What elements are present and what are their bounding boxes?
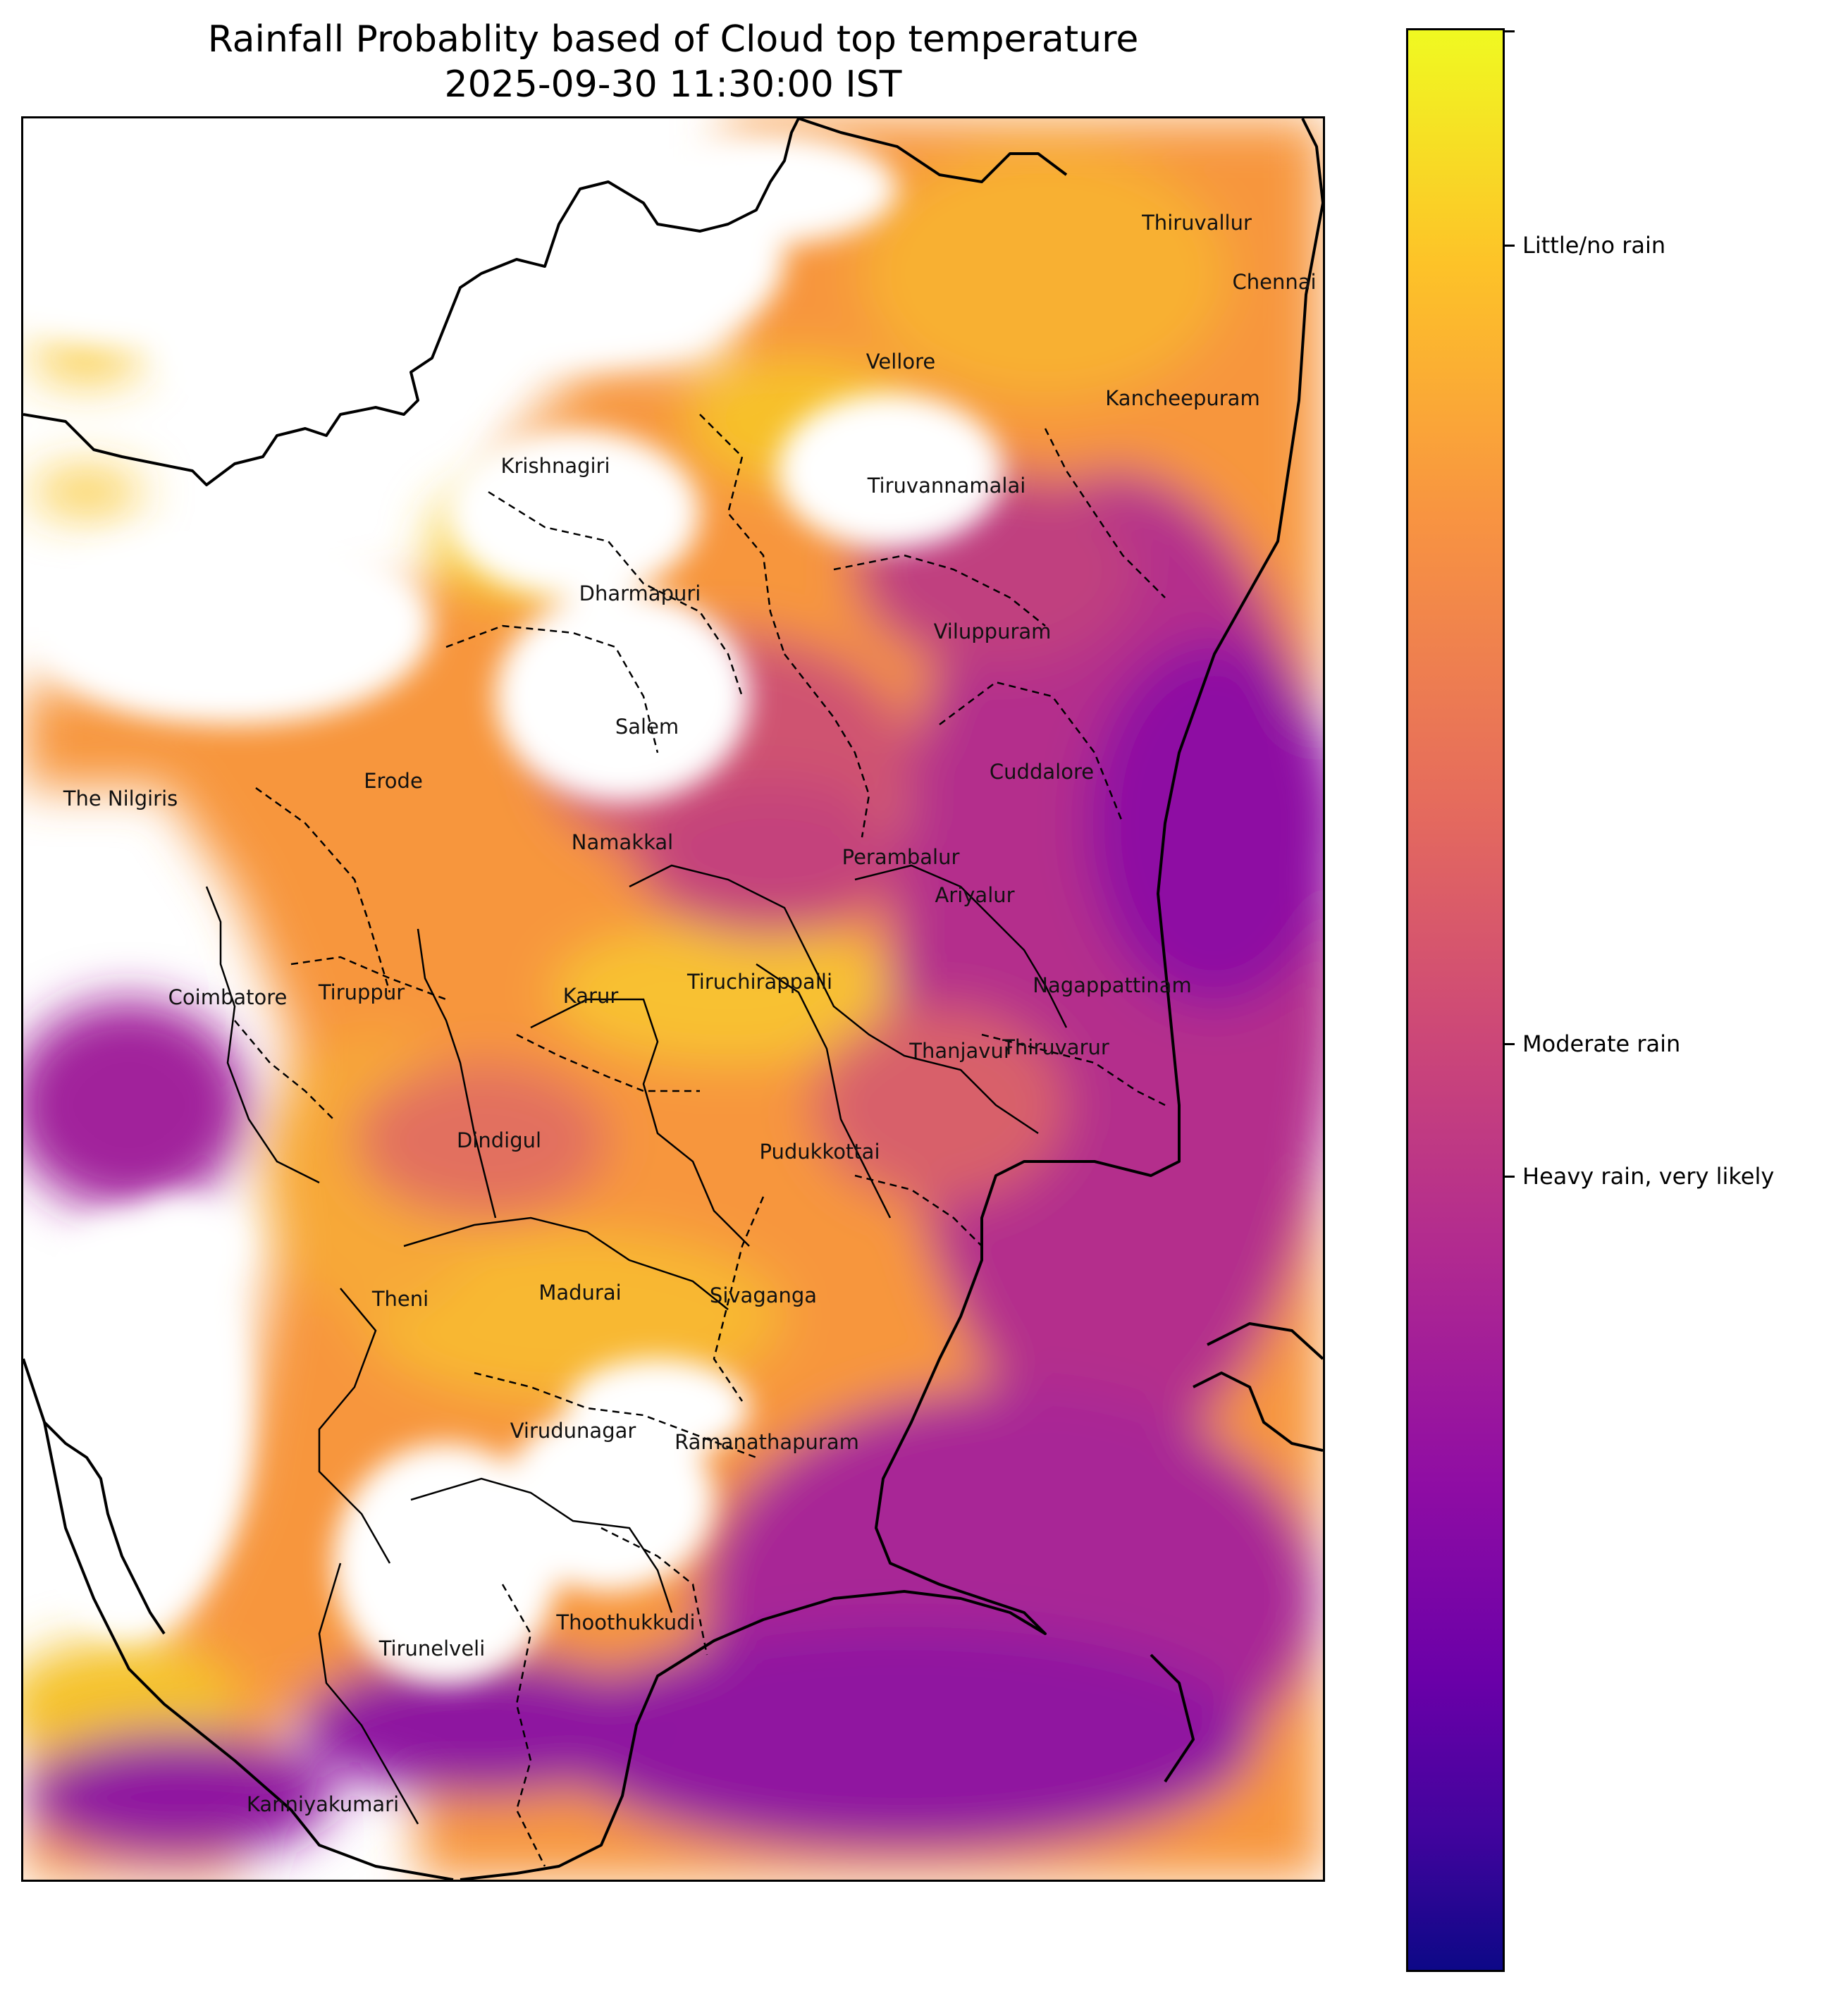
rainfall-map-svg — [23, 118, 1323, 1880]
district-label-sivaganga: Sivaganga — [709, 1283, 818, 1307]
colorbar-label-heavy-rain: Heavy rain, very likely — [1522, 1163, 1775, 1190]
district-label-thoothukkudi: Thoothukkudi — [556, 1610, 696, 1634]
title-line-2: 2025-09-30 11:30:00 IST — [444, 63, 902, 106]
district-label-salem: Salem — [615, 715, 679, 739]
district-label-virudunagar: Virudunagar — [510, 1419, 636, 1443]
district-label-vellore: Vellore — [866, 350, 936, 374]
district-label-dharmapuri: Dharmapuri — [579, 581, 701, 605]
district-label-krishnagiri: Krishnagiri — [500, 454, 610, 478]
district-label-ariyalur: Ariyalur — [935, 883, 1015, 907]
district-boundaries-solid — [205, 864, 1068, 1825]
district-label-coimbatore: Coimbatore — [168, 985, 288, 1009]
district-label-erode: Erode — [364, 769, 423, 793]
district-label-ramanathapuram: Ramanathapuram — [674, 1430, 859, 1454]
colorbar-tick-top — [1505, 30, 1515, 32]
district-label-kancheepuram: Kancheepuram — [1105, 386, 1260, 410]
colorbar — [1406, 28, 1505, 1972]
district-label-thiruvallur: Thiruvallur — [1142, 211, 1252, 235]
district-label-nagappattinam: Nagappattinam — [1033, 973, 1192, 997]
colorbar-tick-heavy — [1505, 1176, 1515, 1178]
district-label-pudukkottai: Pudukkottai — [759, 1140, 880, 1164]
district-label-karur: Karur — [562, 984, 619, 1008]
district-label-tiruchirappalli: Tiruchirappalli — [686, 970, 833, 994]
district-label-tiruvannamalai: Tiruvannamalai — [867, 474, 1026, 498]
district-label-madurai: Madurai — [538, 1281, 622, 1305]
district-label-perambalur: Perambalur — [842, 845, 960, 869]
colorbar-label-little-no-rain: Little/no rain — [1522, 232, 1666, 259]
district-label-tiruppur: Tiruppur — [318, 980, 405, 1004]
district-boundaries — [234, 414, 1166, 1867]
district-label-namakkal: Namakkal — [571, 830, 674, 854]
district-label-tirunelveli: Tirunelveli — [378, 1637, 486, 1660]
district-label-kanniyakumari: Kanniyakumari — [246, 1792, 400, 1816]
district-label-cuddalore: Cuddalore — [989, 760, 1095, 784]
map-panel: Thiruvallur Chennai Vellore Kancheepuram Kri… — [21, 116, 1325, 1882]
district-label-thanjavur: Thanjavur — [909, 1039, 1012, 1063]
district-label-the-nilgiris: The Nilgiris — [63, 787, 178, 811]
district-label-dindigul: Dindigul — [456, 1128, 542, 1152]
title-line-1: Rainfall Probablity based of Cloud top t… — [207, 18, 1139, 61]
district-label-thiruvarur: Thiruvarur — [1002, 1035, 1109, 1059]
district-label-chennai: Chennai — [1232, 270, 1317, 294]
colorbar-tick-little — [1505, 245, 1515, 247]
district-label-theni: Theni — [371, 1287, 429, 1311]
district-label-viluppuram: Viluppuram — [933, 620, 1052, 643]
colorbar-label-moderate-rain: Moderate rain — [1522, 1030, 1681, 1057]
colorbar-tick-moderate — [1505, 1043, 1515, 1045]
map-title: Rainfall Probablity based of Cloud top t… — [21, 17, 1325, 107]
